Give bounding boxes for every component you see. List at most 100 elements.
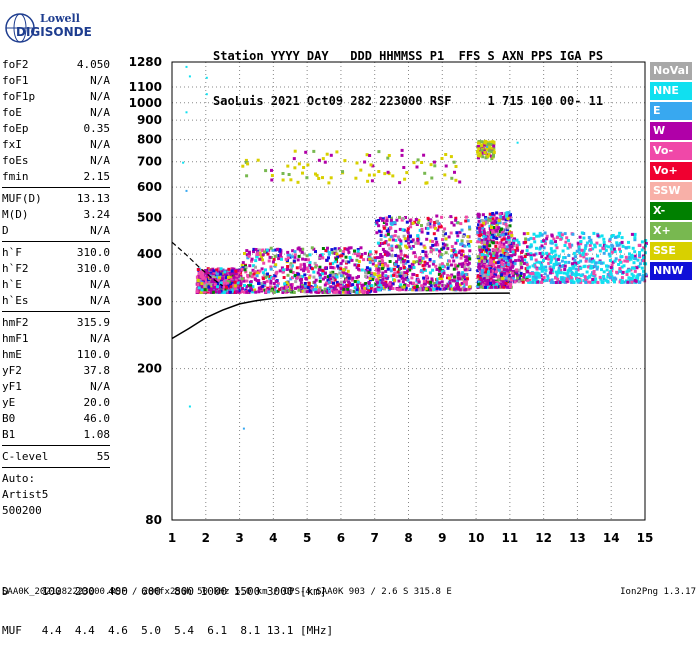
echo-point bbox=[379, 267, 383, 271]
echo-point bbox=[402, 166, 406, 169]
echo-point bbox=[438, 281, 442, 285]
echo-point bbox=[207, 285, 211, 289]
legend-item: W bbox=[650, 122, 692, 140]
echo-point bbox=[371, 164, 375, 168]
echo-point bbox=[570, 280, 574, 284]
echo-point bbox=[291, 271, 295, 274]
echo-point bbox=[294, 280, 298, 284]
echo-point bbox=[199, 290, 203, 294]
echo-point bbox=[488, 233, 492, 237]
echo-point bbox=[378, 280, 382, 284]
echo-point bbox=[400, 153, 404, 157]
echo-point bbox=[223, 288, 227, 292]
echo-point bbox=[390, 247, 394, 251]
echo-point bbox=[532, 232, 536, 236]
param-row: Artist5 bbox=[2, 487, 110, 503]
echo-point bbox=[554, 240, 557, 243]
echo-point bbox=[625, 259, 629, 263]
echo-point bbox=[325, 152, 329, 156]
echo-point bbox=[510, 265, 514, 269]
echo-point bbox=[463, 255, 467, 259]
echo-point bbox=[540, 240, 544, 244]
echo-point bbox=[334, 284, 338, 288]
echo-point bbox=[644, 262, 648, 266]
echo-point bbox=[307, 276, 311, 280]
param-label: foEs bbox=[2, 154, 29, 167]
echo-point bbox=[312, 275, 316, 279]
echo-point bbox=[489, 261, 493, 265]
echo-point bbox=[255, 274, 259, 278]
echo-point bbox=[333, 278, 337, 282]
echo-point bbox=[269, 246, 273, 250]
echo-point bbox=[353, 286, 357, 290]
echo-point bbox=[489, 215, 493, 219]
echo-point bbox=[524, 237, 528, 241]
echo-point bbox=[439, 225, 443, 229]
echo-point bbox=[410, 276, 414, 280]
echo-point bbox=[416, 260, 420, 264]
echo-point bbox=[476, 240, 480, 244]
echo-point bbox=[355, 276, 359, 280]
echo-point bbox=[188, 75, 191, 78]
echo-point bbox=[269, 265, 273, 269]
echo-point bbox=[507, 211, 511, 215]
echo-point bbox=[496, 233, 500, 237]
echo-point bbox=[367, 289, 371, 293]
echo-point bbox=[231, 289, 235, 293]
echo-point bbox=[555, 236, 559, 240]
echo-point bbox=[477, 238, 481, 242]
echo-point bbox=[423, 260, 427, 264]
echo-point bbox=[310, 246, 314, 250]
echo-point bbox=[459, 222, 463, 226]
param-value: 37.8 bbox=[83, 364, 111, 377]
echo-point bbox=[509, 232, 513, 236]
echo-point bbox=[500, 259, 504, 263]
echo-point bbox=[455, 231, 459, 235]
echo-point bbox=[629, 268, 633, 272]
echo-point bbox=[360, 285, 364, 289]
echo-point bbox=[301, 171, 304, 175]
echo-point bbox=[250, 288, 254, 292]
echo-point bbox=[283, 284, 287, 288]
echo-point bbox=[216, 278, 220, 282]
echo-point bbox=[444, 153, 448, 156]
echo-point bbox=[211, 280, 215, 283]
echo-point bbox=[619, 270, 623, 273]
echo-point bbox=[443, 227, 447, 231]
echo-point bbox=[371, 257, 374, 261]
echo-point bbox=[502, 268, 506, 272]
echo-point bbox=[534, 258, 538, 262]
echo-point bbox=[257, 282, 261, 286]
echo-point bbox=[299, 267, 303, 271]
param-row: foE N/A bbox=[2, 105, 110, 121]
echo-point bbox=[219, 285, 223, 289]
echo-point bbox=[638, 251, 641, 254]
echo-point bbox=[389, 222, 393, 226]
echo-point bbox=[354, 176, 358, 180]
x-tick-label: 14 bbox=[603, 531, 620, 545]
echo-point bbox=[469, 240, 473, 243]
echo-point bbox=[308, 261, 312, 264]
echo-point bbox=[631, 246, 635, 250]
echo-point bbox=[584, 252, 588, 256]
echo-point bbox=[491, 217, 495, 221]
echo-point bbox=[441, 242, 445, 246]
echo-point bbox=[552, 255, 556, 258]
echo-point bbox=[505, 214, 508, 218]
x-tick-label: 5 bbox=[303, 531, 311, 545]
echo-point bbox=[315, 173, 319, 177]
param-row: M(D) 3.24 bbox=[2, 207, 110, 223]
echo-point bbox=[416, 158, 420, 162]
echo-point bbox=[420, 230, 424, 234]
echo-point bbox=[558, 234, 562, 237]
echo-point bbox=[513, 253, 517, 257]
echo-point bbox=[339, 280, 343, 284]
echo-point bbox=[337, 247, 341, 251]
echo-point bbox=[200, 280, 204, 283]
echo-point bbox=[399, 271, 403, 275]
echo-point bbox=[565, 279, 569, 283]
echo-point bbox=[399, 239, 403, 243]
y-tick-label: 700 bbox=[137, 155, 162, 169]
echo-point bbox=[540, 280, 544, 284]
echo-point bbox=[615, 241, 619, 245]
